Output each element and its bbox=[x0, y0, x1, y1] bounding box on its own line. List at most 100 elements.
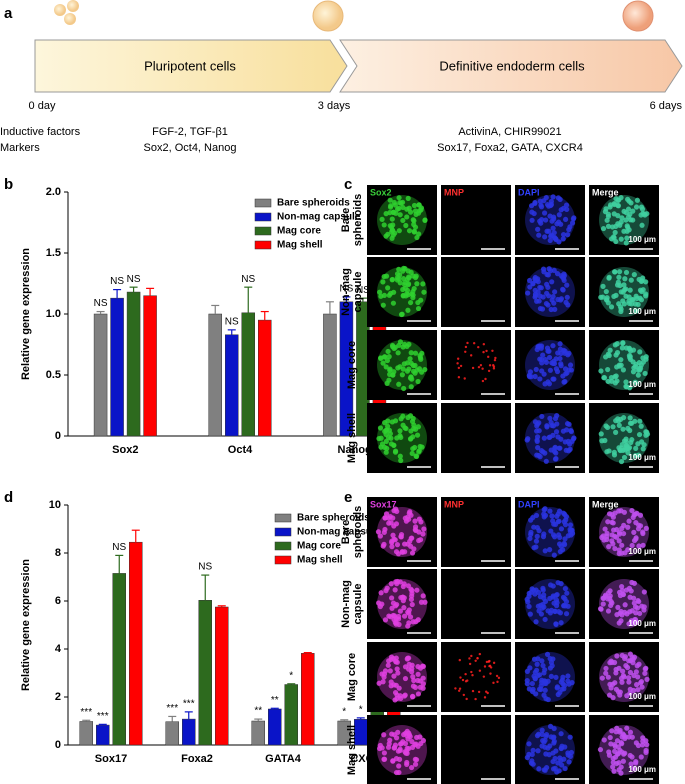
cell-signal bbox=[639, 439, 645, 445]
cell-signal bbox=[566, 350, 572, 356]
cell-signal bbox=[539, 216, 545, 223]
cell-signal bbox=[620, 672, 627, 679]
cell-signal bbox=[548, 233, 554, 239]
cell-signal bbox=[389, 539, 395, 546]
cell-signal bbox=[537, 293, 543, 299]
cell-signal bbox=[557, 355, 563, 362]
cell-signal bbox=[533, 587, 539, 593]
cell-signal bbox=[600, 601, 606, 607]
cell-signal bbox=[638, 204, 645, 210]
cell-signal bbox=[560, 287, 566, 293]
cell-signal bbox=[634, 605, 641, 611]
timepoint: 0 day bbox=[29, 100, 56, 112]
cell-signal bbox=[395, 670, 401, 676]
bar bbox=[93, 313, 108, 437]
cell-signal bbox=[620, 758, 626, 764]
cell-signal bbox=[388, 581, 394, 587]
cell-signal bbox=[409, 601, 415, 608]
cell-signal bbox=[484, 377, 487, 381]
error-bar bbox=[82, 719, 91, 722]
error-bar bbox=[131, 529, 140, 543]
cell-signal bbox=[553, 621, 559, 627]
significance-label: NS bbox=[127, 274, 141, 285]
cell-signal bbox=[605, 519, 611, 525]
y-tick-label: 2.0 bbox=[46, 186, 61, 198]
cell-signal bbox=[558, 296, 565, 302]
cell-signal bbox=[381, 750, 388, 756]
cell-signal bbox=[464, 680, 468, 683]
cell-signal bbox=[553, 366, 560, 372]
cell-signal bbox=[606, 692, 613, 698]
micrograph bbox=[441, 715, 511, 784]
legend-swatch bbox=[254, 240, 272, 250]
cell-signal bbox=[459, 676, 462, 679]
cell-signal bbox=[407, 509, 413, 515]
cell-signal bbox=[541, 531, 547, 537]
cell-signal bbox=[533, 544, 539, 550]
cell-signal bbox=[615, 203, 622, 209]
row-label-line: Mag core bbox=[346, 341, 358, 389]
cell-signal bbox=[548, 306, 554, 313]
cell-signal bbox=[393, 682, 399, 688]
cell-signal bbox=[569, 220, 576, 226]
cell-signal bbox=[603, 670, 609, 676]
cell-signal bbox=[529, 217, 535, 223]
cell-signal bbox=[610, 759, 616, 766]
cell-signal bbox=[560, 681, 566, 687]
cell-signal bbox=[626, 345, 632, 351]
cell-signal bbox=[540, 449, 546, 455]
cell-signal bbox=[389, 731, 395, 737]
cell-signal bbox=[566, 681, 572, 687]
cell-signal bbox=[552, 289, 558, 295]
cell-icon bbox=[54, 4, 66, 16]
cell-signal bbox=[549, 279, 555, 285]
cell-signal bbox=[396, 276, 402, 282]
cell-signal bbox=[623, 383, 629, 390]
legend-label: Mag core bbox=[277, 226, 321, 237]
cell-signal bbox=[560, 231, 567, 238]
cell-signal bbox=[624, 725, 630, 731]
scale-label: 100 μm bbox=[628, 380, 656, 389]
cell-signal bbox=[543, 733, 549, 739]
cell-signal bbox=[538, 683, 544, 689]
cell-signal bbox=[416, 202, 422, 208]
cell-signal bbox=[535, 226, 541, 232]
error-bar bbox=[113, 289, 122, 299]
bar bbox=[225, 334, 239, 437]
cell-signal bbox=[550, 343, 556, 349]
cell-signal bbox=[387, 366, 393, 372]
y-tick-label: 1.5 bbox=[46, 247, 61, 259]
cell-signal bbox=[526, 372, 532, 379]
cell-signal bbox=[551, 267, 557, 274]
cell-signal bbox=[618, 236, 624, 242]
cell-signal bbox=[492, 367, 496, 370]
significance-label: NS bbox=[241, 274, 255, 285]
cell-signal bbox=[618, 445, 624, 451]
cell-signal bbox=[533, 691, 539, 697]
cell-signal bbox=[534, 533, 540, 539]
cell-signal bbox=[537, 343, 543, 349]
cell-signal bbox=[618, 308, 624, 315]
cell-signal bbox=[380, 679, 386, 685]
cell-signal bbox=[614, 341, 620, 347]
y-tick-label: 0 bbox=[55, 430, 61, 442]
bar bbox=[258, 319, 272, 437]
cell-signal bbox=[411, 218, 417, 224]
cell-signal bbox=[392, 202, 398, 208]
cell-signal bbox=[620, 591, 626, 597]
cell-signal bbox=[551, 734, 557, 740]
cell-signal bbox=[383, 449, 389, 455]
cell-signal bbox=[633, 308, 639, 314]
cell-signal bbox=[402, 664, 409, 670]
cell-signal bbox=[383, 233, 389, 239]
cell-signal bbox=[567, 734, 573, 740]
cell-signal bbox=[418, 297, 424, 303]
cell-signal bbox=[621, 301, 628, 307]
legend-swatch bbox=[254, 226, 272, 236]
cell-signal bbox=[640, 359, 646, 365]
cell-signal bbox=[401, 581, 407, 587]
cell-signal bbox=[629, 754, 635, 760]
cell-signal bbox=[541, 210, 548, 216]
cell-signal bbox=[469, 354, 473, 357]
cell-signal bbox=[416, 448, 422, 454]
